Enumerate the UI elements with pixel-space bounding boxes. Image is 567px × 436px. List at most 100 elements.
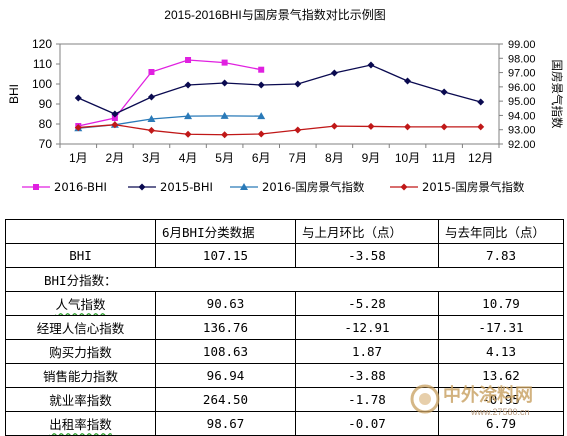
- row-mom: -3.88: [295, 363, 439, 388]
- y-left-axis-title: BHI: [7, 84, 21, 104]
- y-right-tick-label: 92.00: [508, 139, 536, 151]
- data-point: [221, 59, 228, 66]
- y-right-axis-title: 国房景气指数: [550, 60, 564, 129]
- row-value: 264.50: [155, 387, 296, 412]
- bhi-data-table-container: 6月BHI分类数据 与上月环比（点） 与去年同比（点） BHI 107.15 -…: [5, 219, 564, 436]
- data-point: [221, 131, 229, 139]
- y-right-tick-label: 95.00: [508, 96, 536, 108]
- data-point: [138, 183, 146, 191]
- table-row: 销售能力指数 96.94 -3.88 13.62: [5, 363, 564, 388]
- row-value: 107.15: [155, 243, 296, 268]
- data-point: [184, 130, 192, 138]
- x-tick-label: 2月: [106, 151, 125, 165]
- y-right-tick-label: 99.00: [508, 39, 536, 51]
- section-label: BHI分指数：: [5, 267, 564, 292]
- data-point: [147, 115, 156, 122]
- data-point: [74, 124, 82, 132]
- y-left-tick-label: 70: [39, 137, 53, 151]
- data-point: [148, 69, 155, 75]
- chart-title: 2015-2016BHI与国房景气指数对比示例图: [164, 7, 385, 22]
- row-name: BHI: [5, 243, 156, 268]
- data-point: [185, 57, 192, 63]
- table-row: 经理人信心指数 136.76 -12.91 -17.31: [5, 315, 564, 340]
- data-point: [258, 66, 265, 73]
- table-header-cell: [5, 219, 156, 244]
- watermark-url: www.27580.cn: [470, 407, 530, 417]
- chart-area: 2015-2016BHI与国房景气指数对比示例图 70 80 90 100 110 120…: [0, 0, 567, 215]
- data-point: [404, 123, 412, 131]
- data-point: [147, 126, 155, 134]
- table-row: 人气指数 90.63 -5.28 10.79: [5, 291, 564, 316]
- data-point: [294, 80, 302, 88]
- data-point: [367, 122, 375, 130]
- series-line: [78, 59, 262, 127]
- table-header-cell: 6月BHI分类数据: [155, 219, 296, 244]
- y-left-tick-label: 100: [32, 77, 52, 91]
- row-value: 90.63: [155, 291, 296, 316]
- row-value: 108.63: [155, 339, 296, 364]
- y-right-tick-label: 98.00: [508, 53, 536, 65]
- row-name: 经理人信心指数: [5, 315, 156, 340]
- data-point: [111, 110, 119, 118]
- data-point: [477, 123, 485, 131]
- x-tick-label: 8月: [325, 151, 344, 165]
- data-point: [147, 93, 155, 101]
- legend-label: 2016-BHI: [54, 180, 107, 194]
- data-point: [404, 77, 412, 85]
- data-point: [240, 183, 248, 190]
- x-tick-label: 3月: [142, 151, 161, 165]
- row-mom: -3.58: [295, 243, 439, 268]
- watermark-emblem-icon: [410, 384, 440, 414]
- plot-frame: [59, 43, 500, 145]
- data-point: [257, 81, 265, 89]
- data-point: [111, 121, 119, 129]
- x-tick-label: 11月: [432, 151, 456, 165]
- row-value: 98.67: [155, 411, 296, 436]
- y-left-tick-label: 90: [39, 97, 53, 111]
- data-point: [257, 112, 266, 120]
- table-row: 购买力指数 108.63 1.87 4.13: [5, 339, 564, 364]
- x-tick-label: 4月: [179, 151, 198, 165]
- x-tick-label: 12月: [468, 151, 493, 165]
- data-point: [184, 81, 192, 89]
- y-left-tick-label: 110: [33, 57, 52, 71]
- table-header-cell: 与上月环比（点）: [295, 219, 439, 244]
- table-section-row: BHI分指数：: [5, 267, 564, 292]
- data-point: [400, 183, 408, 191]
- data-point: [220, 111, 229, 119]
- y-left-tick-label: 120: [32, 37, 52, 51]
- x-tick-label: 10月: [395, 151, 420, 165]
- series-line: [78, 124, 481, 136]
- row-name: 就业率指数: [5, 387, 156, 412]
- row-yoy: -0.95: [438, 387, 564, 412]
- x-tick-label: 9月: [362, 151, 381, 165]
- data-point: [440, 123, 448, 131]
- legend-label: 2016-国房景气指数: [262, 180, 365, 194]
- table-header-row: 6月BHI分类数据 与上月环比（点） 与去年同比（点）: [5, 219, 564, 244]
- bhi-data-table: 6月BHI分类数据 与上月环比（点） 与去年同比（点） BHI 107.15 -…: [5, 219, 564, 436]
- legend-label: 2015-国房景气指数: [422, 180, 525, 194]
- y-right-tick-label: 96.00: [508, 82, 536, 94]
- row-name: 人气指数: [5, 291, 156, 316]
- watermark-logo: 中外涂料网 www.27580.cn: [410, 384, 533, 417]
- table-header-cell: 与去年同比（点）: [438, 219, 564, 244]
- data-point: [330, 122, 338, 130]
- data-point: [330, 69, 338, 77]
- y-left-tick-label: 80: [39, 117, 53, 131]
- row-mom: -5.28: [295, 291, 439, 316]
- row-value: 96.94: [155, 363, 296, 388]
- y-right-tick-label: 97.00: [508, 68, 536, 80]
- x-tick-label: 7月: [288, 151, 307, 165]
- row-mom: -12.91: [295, 315, 439, 340]
- data-point: [367, 61, 375, 69]
- data-point: [440, 88, 448, 96]
- row-yoy: 10.79: [438, 291, 564, 316]
- row-mom: 1.87: [295, 339, 439, 364]
- y-right-tick-label: 93.00: [508, 125, 536, 137]
- row-name: 销售能力指数: [5, 363, 156, 388]
- data-point: [257, 130, 265, 138]
- data-point: [477, 98, 485, 106]
- row-yoy: 4.13: [438, 339, 564, 364]
- row-yoy: 7.83: [438, 243, 564, 268]
- series-line: [78, 115, 262, 129]
